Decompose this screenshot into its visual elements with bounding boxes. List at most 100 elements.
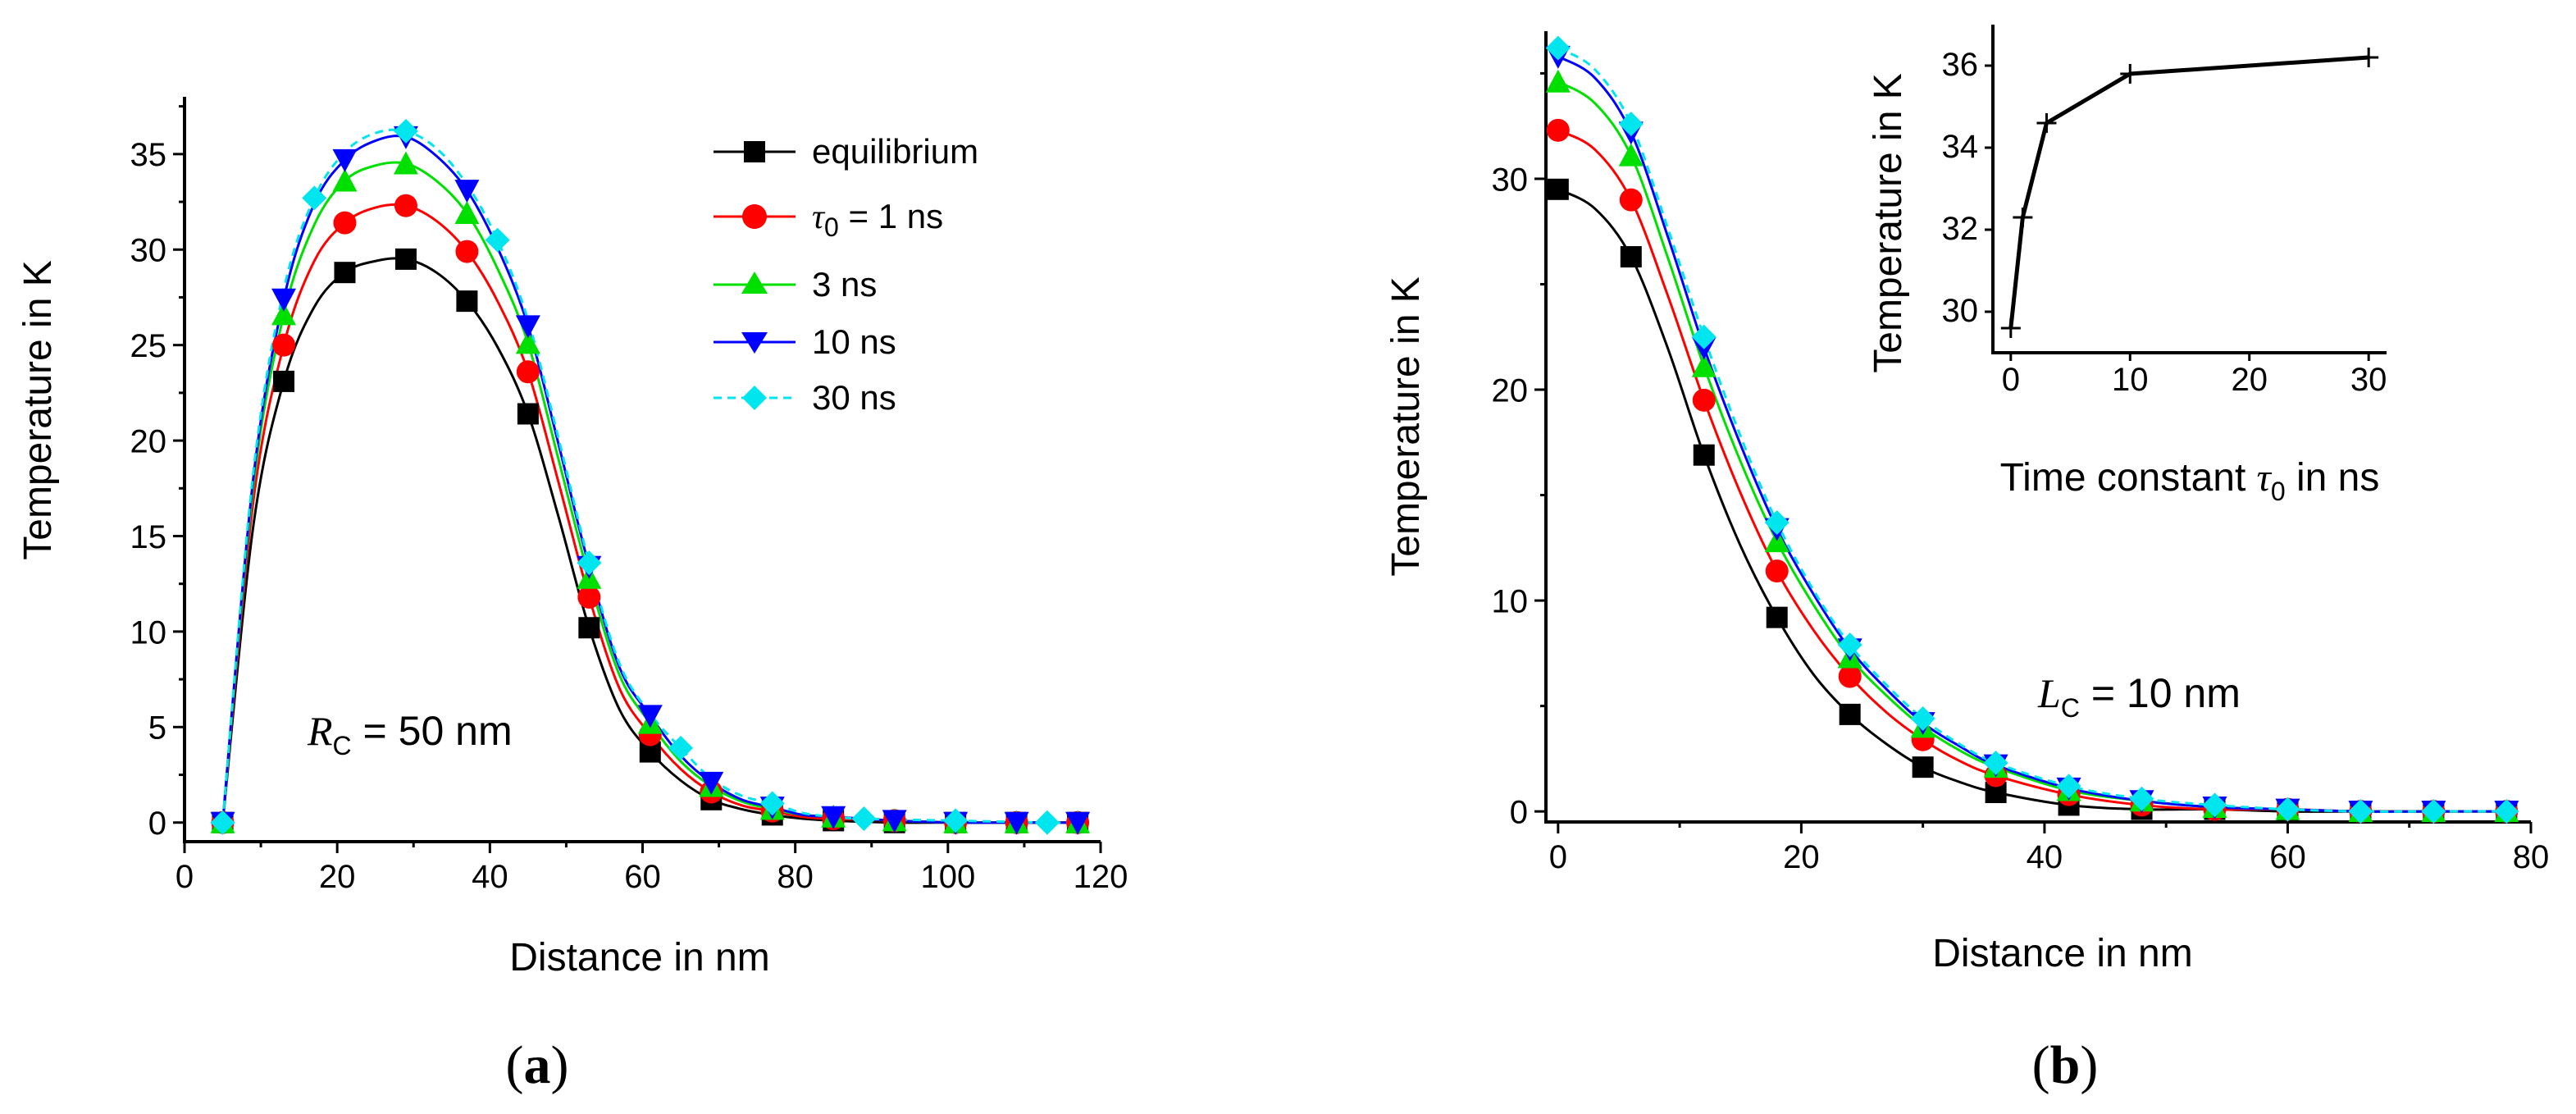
panel-b-point-s4	[2056, 774, 2081, 799]
panel-a-legend: equilibrium τ0 = 1 ns 3 ns 10 ns 30 ns	[714, 132, 978, 417]
panel-a-label: (a)	[506, 1035, 569, 1095]
panel-a-point-s1	[394, 194, 417, 217]
legend-tau-sub: 0	[824, 212, 839, 242]
panel-b-ytick-label: 10	[1492, 583, 1529, 619]
legend-marker-square	[744, 141, 765, 162]
inset-point-s0	[2120, 64, 2141, 84]
panel-a-point-s3	[882, 810, 907, 833]
panel-a-point-s2	[271, 302, 297, 326]
legend-label-3ns: 3 ns	[812, 265, 877, 304]
inset-xlabel-suffix: in ns	[2286, 456, 2380, 500]
panel-b-series-line-3	[1557, 55, 2507, 813]
panel-b-xtick-label: 40	[2027, 839, 2063, 875]
panel-a-point-s3	[821, 806, 846, 829]
panel-a-xtick-label: 80	[777, 859, 814, 895]
panel-b-axes: 0 20 40 60 80 0 10 20 30	[1492, 31, 2550, 875]
panel-b-point-s4	[2202, 792, 2227, 818]
panel-b-point-s4	[1910, 706, 1935, 732]
inset-xlabel-symbol: τ	[2257, 456, 2273, 500]
panel-b-point-s0	[1912, 756, 1934, 778]
panel-b-point-s0	[1839, 703, 1861, 725]
panel-a-point-s4	[668, 735, 694, 760]
panel-a-point-s2	[454, 201, 480, 225]
legend-marker-triangle-up	[741, 272, 768, 294]
panel-a-point-s0	[517, 403, 539, 425]
panel-b-point-s4	[2129, 786, 2154, 811]
panel-b-series-line-0	[1557, 188, 2507, 813]
legend-marker-triangle-down	[741, 332, 768, 354]
panel-b-point-s0	[1766, 606, 1788, 628]
panel-b-curves	[1557, 47, 2507, 813]
panel-a-point-s1	[516, 360, 540, 384]
panel-b-ytick-label: 0	[1510, 795, 1528, 831]
panel-b-annotation-text: = 10 nm	[2080, 670, 2241, 716]
panel-b-point-s2	[1691, 354, 1717, 377]
inset-point-s0	[2000, 318, 2021, 338]
panel-b-point-s0	[1547, 178, 1569, 200]
panel-a-point-s1	[455, 240, 479, 263]
inset-ytick-label: 32	[1942, 211, 1979, 247]
panel-a-ytick-label: 15	[130, 519, 167, 555]
panel-a-annotation-symbol: R	[307, 708, 333, 754]
panel-b-xtick-label: 80	[2513, 839, 2550, 875]
legend-label-tau1: τ0 = 1 ns	[812, 197, 943, 242]
inset-xlabel: Time constant τ0 in ns	[2000, 456, 2380, 506]
legend-label-30ns: 30 ns	[812, 378, 896, 417]
panel-b-label: (b)	[2032, 1035, 2099, 1095]
legend-item-equilibrium: equilibrium	[714, 132, 978, 171]
panel-a-series-line-4	[221, 128, 1078, 824]
legend-item-tau1: τ0 = 1 ns	[714, 197, 943, 242]
panel-a-ylabel: Temperature in K	[16, 260, 60, 560]
inset-markers	[2000, 48, 2379, 338]
panel-a-point-s0	[394, 248, 417, 270]
panel-a-ytick-label: 20	[130, 423, 167, 459]
inset-xtick-label: 20	[2231, 362, 2268, 398]
panel-b-point-s0	[1620, 246, 1642, 268]
panel-a-point-s0	[334, 262, 356, 284]
panel-b-point-s4	[1545, 35, 1571, 61]
panel-b-point-s4	[1691, 324, 1717, 349]
panel-b-point-s4	[2421, 799, 2446, 824]
panel-a-point-s0	[456, 290, 478, 313]
legend-marker-circle	[742, 204, 767, 229]
inset-point-s0	[2036, 113, 2057, 133]
panel-b-series-line-4	[1557, 47, 2507, 813]
inset-xtick-label: 10	[2112, 362, 2149, 398]
panel-b-point-s2	[1545, 69, 1571, 93]
panel-a-point-s0	[578, 617, 600, 639]
panel-b-xtick-label: 0	[1549, 839, 1567, 875]
legend-marker-diamond	[742, 386, 767, 410]
panel-a-annotation: RC = 50 nm	[307, 708, 513, 760]
panel-b-xtick-label: 60	[2269, 839, 2306, 875]
inset-series-line-0	[2008, 55, 2369, 329]
panel-b-annotation-sub: C	[2061, 693, 2080, 723]
panel-b-ytick-label: 30	[1492, 162, 1529, 198]
panel-b-point-s4	[2275, 797, 2300, 822]
panel-a-point-s4	[577, 550, 602, 576]
panel-a-point-s2	[515, 331, 540, 354]
panel-b-point-s1	[1838, 664, 1862, 688]
panel-b-point-s0	[1693, 444, 1715, 466]
panel-b-annotation: LC = 10 nm	[2037, 670, 2241, 723]
panel-a-point-s4	[1034, 810, 1060, 835]
panel-b-point-s4	[2494, 799, 2519, 824]
inset-curves	[2008, 55, 2369, 329]
panel-a-chart: 0 20 40 60 80 100 120 0 5 10 15 20 25 30 35 Distance i…	[16, 97, 1128, 1095]
panel-b-markers	[1545, 35, 2519, 824]
legend-tau-symbol: τ	[812, 199, 826, 236]
panel-a-point-s4	[302, 185, 327, 211]
panel-b-point-s1	[1619, 188, 1643, 212]
panel-b-chart: 0 20 40 60 80 0 10 20 30 Distance in nm Temperat…	[1384, 25, 2549, 1095]
panel-a-point-s2	[332, 168, 358, 192]
panel-a-point-s3	[1065, 811, 1091, 835]
panel-b-point-s4	[1764, 509, 1790, 535]
panel-b-point-s1	[1692, 388, 1716, 412]
panel-a-xtick-label: 0	[176, 859, 194, 895]
panel-b-ylabel: Temperature in K	[1384, 276, 1428, 577]
inset-xlabel-sub: 0	[2271, 477, 2286, 506]
inset-xtick-label: 30	[2350, 362, 2387, 398]
panel-a-xtick-label: 60	[624, 859, 661, 895]
panel-b-point-s4	[1837, 632, 1862, 658]
